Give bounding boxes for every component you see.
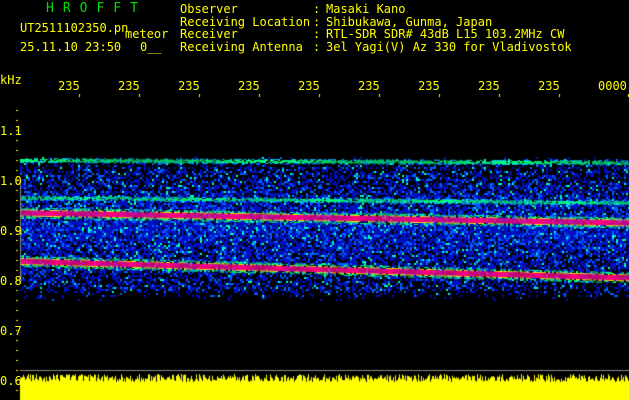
info-separator: : [313,39,321,54]
info-separator: : [313,27,321,41]
mode-label: meteor [125,27,169,41]
y-tick-label: 0.7 [0,324,22,338]
filename: UT2511102350.pn [20,21,129,35]
info-separator: : [313,14,321,29]
info-separator: : [313,2,321,16]
info-label: Observer [180,2,238,16]
y-tick-label: 0.9 [0,224,22,238]
info-value: RTL-SDR SDR# 43dB L15 103.2MHz CW [326,27,565,41]
info-label: Receiver [180,27,238,41]
y-tick-label: 0.8 [0,274,22,288]
info-value: 3el Yagi(V) Az 330 for Vladivostok [326,39,572,54]
x-tick-label: 2358 [478,80,499,92]
info-value: Shibukawa, Gunma, Japan [326,14,493,29]
echo-count: 0__ [140,40,162,54]
y-unit-label: kHz [0,73,22,87]
info-label: Receiving Location [180,14,311,29]
x-tick-label: 2354 [238,80,259,92]
y-tick-label: 1.1 [0,124,22,138]
x-tick-label: 2356 [358,80,379,92]
app-brand: HROFFT [46,1,147,16]
info-label: Receiving Antenna [180,39,303,54]
x-tick-label: 0000 [598,80,627,92]
x-tick-label: 2353 [178,80,199,92]
x-tick-label: 2351 [58,80,79,92]
datetime: 25.11.10 23:50 [20,40,122,54]
info-value: Masaki Kano [326,2,406,16]
x-tick-label: 2357 [418,80,439,92]
y-tick-label: 0.6 [0,374,22,388]
x-tick-label: 2355 [298,80,319,92]
x-tick-label: 2359 [538,80,559,92]
y-tick-label: 1.0 [0,174,22,188]
